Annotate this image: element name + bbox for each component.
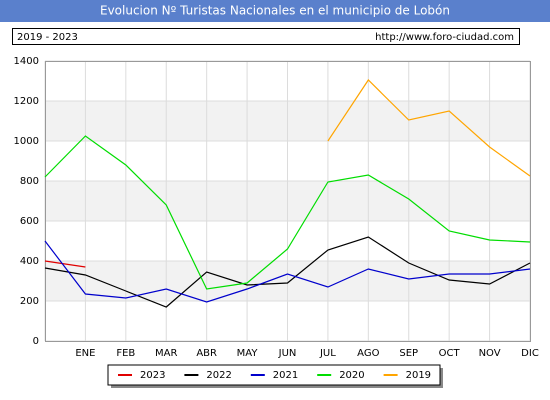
series-line — [44, 260, 86, 268]
x-tick-label: AGO — [357, 348, 379, 359]
x-tick-label: MAY — [237, 348, 259, 359]
y-tick-label: 1200 — [14, 96, 39, 107]
series-line — [44, 236, 531, 308]
series-line — [327, 79, 531, 177]
x-tick-label: JUL — [319, 348, 336, 359]
x-tick-label: NOV — [479, 348, 501, 359]
y-tick-label: 1400 — [14, 56, 39, 67]
series-line — [44, 135, 531, 290]
x-tick-label: OCT — [439, 348, 461, 359]
x-tick-label: SEP — [399, 348, 418, 359]
source: http://www.foro-ciudad.com — [375, 32, 514, 43]
legend-label: 2021 — [273, 370, 298, 381]
y-tick-label: 400 — [20, 256, 39, 267]
title-bar — [0, 0, 550, 22]
x-tick-label: JUN — [278, 348, 297, 359]
plot-frame — [45, 61, 531, 342]
y-tick-label: 1000 — [14, 136, 39, 147]
y-tick-label: 800 — [20, 176, 39, 187]
legend-label: 2019 — [406, 370, 431, 381]
subtitle: 2019 - 2023 — [17, 32, 78, 43]
legend-label: 2020 — [339, 370, 364, 381]
y-tick-label: 200 — [20, 296, 39, 307]
x-tick-label: MAR — [155, 348, 177, 359]
series-line — [44, 240, 531, 303]
legend-label: 2022 — [206, 370, 231, 381]
y-tick-label: 600 — [20, 216, 39, 227]
y-tick-label: 0 — [33, 336, 39, 347]
x-tick-label: ABR — [196, 348, 217, 359]
chart-title: Evolucion Nº Turistas Nacionales en el m… — [100, 4, 450, 18]
x-tick-label: DIC — [521, 348, 539, 359]
x-tick-label: ENE — [75, 348, 95, 359]
legend-box — [107, 364, 441, 386]
x-tick-label: FEB — [116, 348, 135, 359]
info-box — [12, 28, 520, 45]
legend-label: 2023 — [140, 370, 165, 381]
